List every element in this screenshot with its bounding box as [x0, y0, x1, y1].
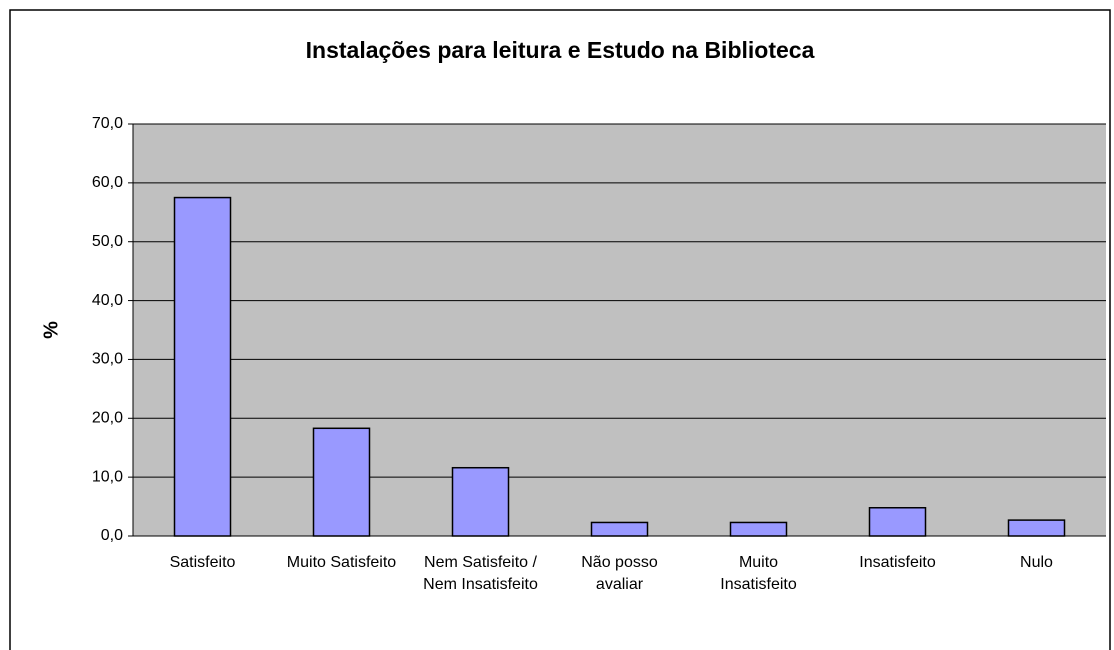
y-axis-label: % — [40, 321, 62, 339]
y-tick-label: 20,0 — [92, 410, 123, 427]
x-tick-label: Não posso avaliar — [581, 554, 658, 593]
y-tick-label: 50,0 — [92, 233, 123, 250]
y-tick-label: 0,0 — [101, 527, 123, 544]
y-tick-label: 30,0 — [92, 351, 123, 368]
x-tick-label: Insatisfeito — [859, 554, 936, 571]
x-tick-label: Satisfeito — [169, 554, 236, 571]
y-tick-label: 10,0 — [92, 468, 123, 485]
bar — [729, 521, 788, 537]
bar — [312, 427, 371, 537]
y-tick-label: 70,0 — [92, 115, 123, 132]
y-tick-label: 60,0 — [92, 174, 123, 191]
x-tick-label: Muito Insatisfeito — [720, 554, 797, 593]
bar — [868, 506, 927, 537]
bar — [590, 521, 649, 537]
bar — [451, 466, 510, 537]
plot-area — [133, 124, 1106, 536]
y-tick-label: 40,0 — [92, 292, 123, 309]
x-tick-label: Muito Satisfeito — [286, 554, 397, 571]
bar — [173, 196, 232, 537]
chart-title: Instalações para leitura e Estudo na Bib… — [306, 37, 815, 63]
x-tick-label: Nem Satisfeito / Nem Insatisfeito — [423, 554, 538, 593]
x-tick-label: Nulo — [1020, 554, 1053, 571]
bar — [1007, 519, 1066, 537]
